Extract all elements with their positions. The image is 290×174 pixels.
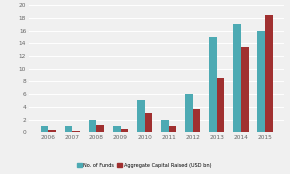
Bar bbox=[121, 129, 128, 132]
Bar bbox=[97, 125, 104, 132]
Bar bbox=[257, 31, 265, 132]
Bar bbox=[65, 126, 72, 132]
Bar bbox=[89, 120, 97, 132]
Bar bbox=[193, 109, 200, 132]
Bar bbox=[137, 101, 145, 132]
Bar bbox=[217, 78, 224, 132]
Bar bbox=[168, 126, 176, 132]
Bar bbox=[48, 130, 56, 132]
Bar bbox=[209, 37, 217, 132]
Bar bbox=[185, 94, 193, 132]
Bar bbox=[161, 120, 168, 132]
Legend: No. of Funds, Aggregate Capital Raised (USD bn): No. of Funds, Aggregate Capital Raised (… bbox=[77, 163, 211, 168]
Bar bbox=[241, 46, 249, 132]
Bar bbox=[113, 126, 121, 132]
Bar bbox=[72, 131, 80, 132]
Bar bbox=[145, 113, 152, 132]
Bar bbox=[233, 24, 241, 132]
Bar bbox=[265, 15, 273, 132]
Bar bbox=[41, 126, 48, 132]
